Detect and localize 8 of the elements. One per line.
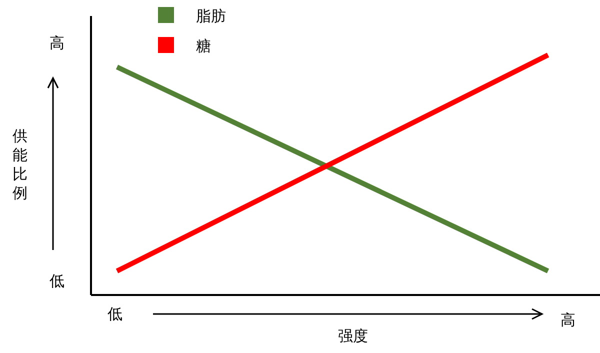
annotation: 低 <box>50 273 64 290</box>
y-axis-title: 供能比例 <box>12 128 28 202</box>
x-axis-title: 强度 <box>338 328 368 345</box>
text: 高 <box>560 312 576 329</box>
legend-label: 脂肪 <box>196 8 226 25</box>
legend-label: 糖 <box>196 38 211 55</box>
text: 高 <box>50 35 64 52</box>
text: 低 <box>108 306 122 323</box>
